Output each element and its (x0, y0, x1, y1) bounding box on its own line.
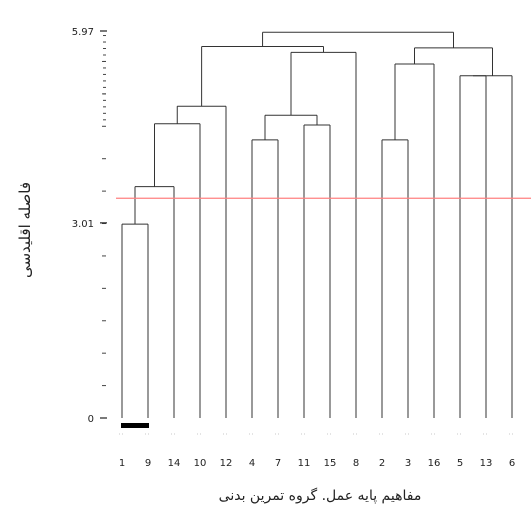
leaf-label: 9 (145, 458, 151, 469)
leaf-label: 10 (194, 458, 207, 469)
leaf-label: 11 (298, 458, 311, 469)
leaf-label: 7 (275, 458, 281, 469)
highlight-bar (121, 423, 149, 428)
leaf-label: 12 (220, 458, 233, 469)
dendrogram-links (121, 31, 513, 418)
leaf-label: 6 (509, 458, 515, 469)
leaf-label: 5 (457, 458, 463, 469)
leaf-label: 2 (379, 458, 385, 469)
leaf-label: 3 (405, 458, 411, 469)
y-tick-label: 3.01 (72, 219, 94, 230)
leaf-label: 4 (249, 458, 255, 469)
leaf-label: 13 (480, 458, 493, 469)
leaf-label: 14 (168, 458, 181, 469)
y-tick-label: 0 (88, 414, 94, 425)
leaf-labels: 1 9 14 10 12 4 7 11 15 8 2 3 16 5 13 6 (119, 423, 515, 469)
leaf-label: 16 (428, 458, 441, 469)
leaf-label: 1 (119, 458, 125, 469)
y-tick-label: 5.97 (72, 27, 94, 38)
y-axis-ticks: 0 3.01 5.97 (72, 27, 107, 425)
leaf-label: 8 (353, 458, 359, 469)
x-axis-label: مفاهیم پایه عمل. گروه تمرین بدنی (219, 487, 422, 504)
leaf-label: 15 (324, 458, 337, 469)
y-axis-label: فاصله اقلیدسی (16, 182, 34, 278)
